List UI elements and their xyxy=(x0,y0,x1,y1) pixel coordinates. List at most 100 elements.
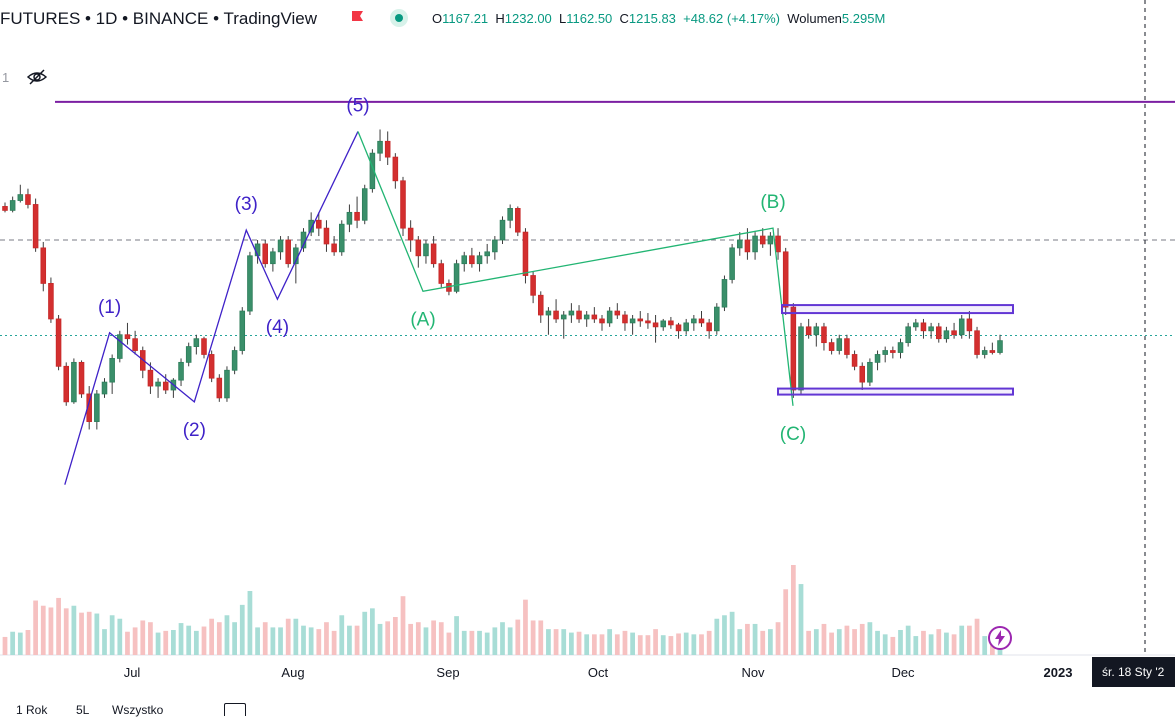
candle-body xyxy=(124,334,131,340)
candle-body xyxy=(645,320,651,324)
candle-body xyxy=(997,340,1003,353)
candle-body xyxy=(943,330,950,340)
volume-bar xyxy=(913,636,919,655)
candle-body xyxy=(377,140,383,154)
impulse-wave-line xyxy=(64,131,359,485)
volume-bar xyxy=(790,565,796,655)
volume-bar xyxy=(821,623,827,655)
volume-bar xyxy=(591,634,597,655)
volume-bar xyxy=(186,625,192,655)
range-box-layer xyxy=(777,304,1014,396)
candle-body xyxy=(859,365,866,383)
candle-body xyxy=(683,322,689,332)
candle-body xyxy=(361,188,368,221)
volume-bar xyxy=(408,623,414,655)
volume-bar xyxy=(974,618,980,655)
low-value: 1162.50 xyxy=(566,11,613,26)
volume-bar xyxy=(255,627,260,655)
candle-body xyxy=(622,314,628,324)
symbol-title[interactable]: FUTURES • 1D • BINANCE • TradingView xyxy=(0,9,318,28)
candle-body xyxy=(981,350,988,355)
volume-bar xyxy=(163,630,169,655)
candle-body xyxy=(415,239,422,257)
change-value: +48.62 (+4.17%) xyxy=(683,11,780,26)
lightning-icon[interactable] xyxy=(987,625,1013,651)
volume-bar xyxy=(660,635,666,655)
volume-bar xyxy=(637,635,643,655)
candle-body xyxy=(208,354,215,379)
candle-body xyxy=(599,318,605,324)
candle-body xyxy=(101,381,108,395)
volume-bar xyxy=(247,591,253,655)
volume-bar xyxy=(86,611,92,655)
candle-body xyxy=(652,322,659,328)
candle-body xyxy=(736,239,743,249)
candle-body xyxy=(323,227,330,245)
candle-body xyxy=(316,219,322,229)
candle-body xyxy=(805,326,812,336)
range-all-button[interactable]: Wszystko xyxy=(112,703,164,717)
bottom-range-bar: 1 Rok 5L Wszystko xyxy=(0,698,1175,717)
volume-bar xyxy=(148,622,153,655)
volume-bar xyxy=(691,634,697,655)
volume-bar xyxy=(806,630,812,655)
volume-bar xyxy=(347,625,352,655)
candle-body xyxy=(515,208,521,233)
volume-bar xyxy=(109,615,115,655)
impulse-wave-label: (5) xyxy=(346,95,369,116)
candle-body xyxy=(247,255,253,312)
volume-bar xyxy=(40,605,46,655)
volume-bar xyxy=(293,618,299,655)
candle-body xyxy=(346,211,353,225)
candle-body xyxy=(132,338,138,351)
volume-bar xyxy=(63,608,69,655)
volume-bar xyxy=(936,629,942,655)
candle-body xyxy=(836,338,843,351)
candle-body xyxy=(277,239,284,253)
volume-layer xyxy=(2,565,1003,655)
volume-bar xyxy=(339,615,345,655)
volume-bar xyxy=(607,629,613,655)
eye-off-icon[interactable] xyxy=(26,68,48,86)
volume-bar xyxy=(959,625,965,655)
candle-body xyxy=(392,156,399,182)
x-tick-label: Oct xyxy=(588,665,609,680)
candle-body xyxy=(675,324,682,332)
volume-bar xyxy=(760,630,766,655)
impulse-wave-label: (3) xyxy=(235,194,258,215)
candle-body xyxy=(530,275,536,296)
calendar-icon[interactable] xyxy=(224,703,246,716)
volume-bar xyxy=(140,620,146,655)
volume-bar xyxy=(469,630,475,655)
range-1y-button[interactable]: 1 Rok xyxy=(16,703,48,717)
range-5y-button[interactable]: 5L xyxy=(76,703,90,717)
volume-bar xyxy=(484,632,490,655)
volume-bar xyxy=(538,620,544,655)
volume-bar xyxy=(454,616,459,655)
correction-wave-line xyxy=(357,131,794,406)
volume-bar xyxy=(523,599,528,655)
open-value: 1167.21 xyxy=(442,11,489,26)
candle-body xyxy=(767,235,774,245)
volume-bar xyxy=(783,589,789,655)
candle-body xyxy=(874,354,881,363)
volume-bar xyxy=(224,615,230,655)
candle-body xyxy=(430,243,437,265)
candle-body xyxy=(453,263,460,292)
candle-body xyxy=(63,365,70,403)
candle-body xyxy=(591,314,598,320)
candle-body xyxy=(759,235,766,245)
volume-bar xyxy=(362,611,368,655)
volume-bar xyxy=(882,634,888,655)
volume-bar xyxy=(500,622,505,655)
volume-bar xyxy=(729,611,735,655)
volume-bar xyxy=(951,634,957,655)
flag-icon[interactable] xyxy=(351,10,365,24)
candle-body xyxy=(469,255,475,265)
candle-body xyxy=(270,251,276,265)
volume-bar xyxy=(813,629,819,655)
volume-bar xyxy=(392,617,398,655)
candle-body xyxy=(407,227,414,241)
candle-body xyxy=(338,223,345,253)
